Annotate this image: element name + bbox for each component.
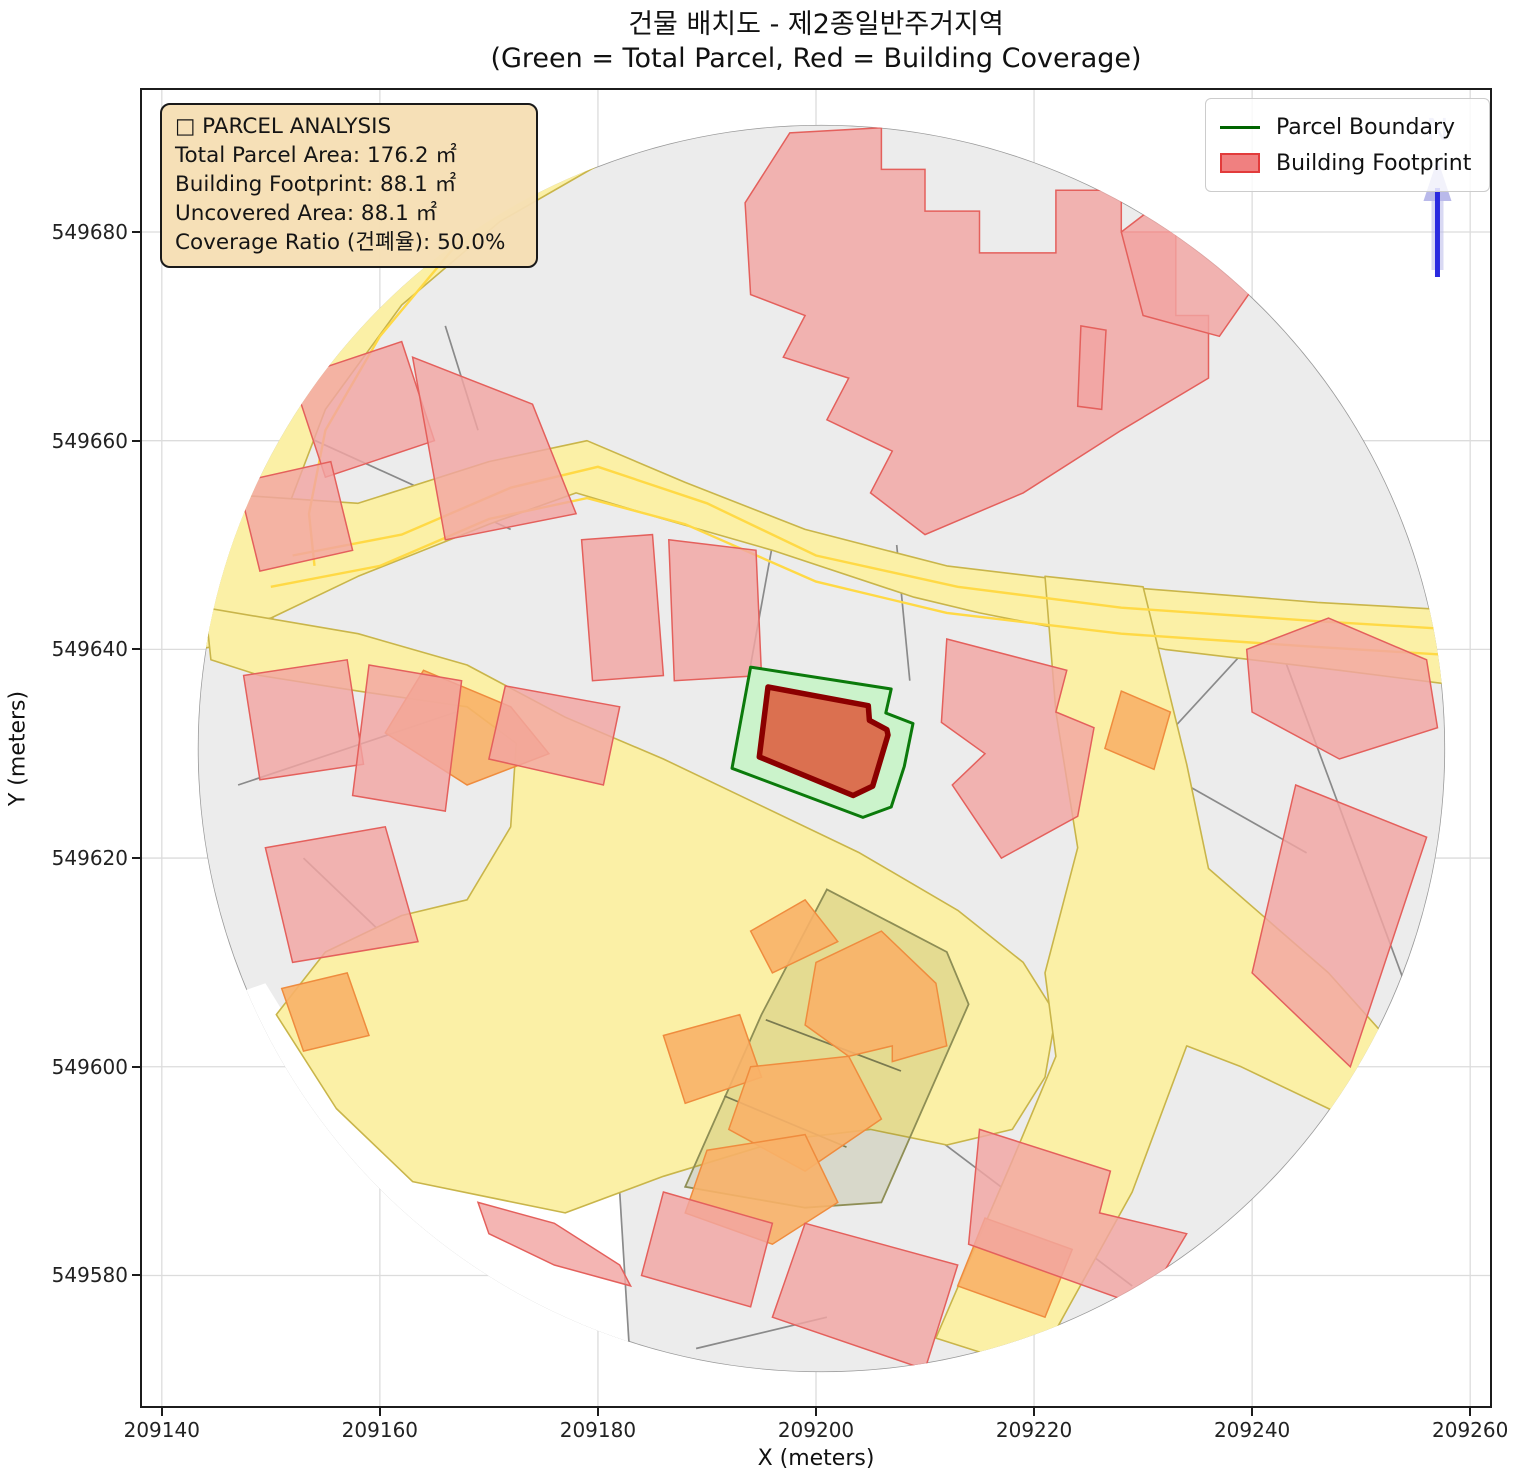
- y-tick-label: 549620: [51, 846, 128, 871]
- x-tick-label: 209160: [341, 1418, 419, 1442]
- x-tick-mark: [378, 1408, 381, 1416]
- x-tick-label: 209140: [123, 1418, 200, 1442]
- parcel-boundary-line-icon: [1220, 125, 1260, 129]
- info-box-line-1: Building Footprint: 88.1 ㎡: [175, 172, 457, 197]
- building-pink: [488, 685, 621, 786]
- info-box-title: □ PARCEL ANALYSIS: [175, 114, 392, 139]
- x-tick-mark: [1251, 1408, 1254, 1416]
- chart-subtitle: (Green = Total Parcel, Red = Building Co…: [490, 43, 1142, 74]
- y-tick-label: 549680: [51, 220, 128, 244]
- x-tick-label: 209220: [995, 1418, 1073, 1442]
- legend-item-0: Parcel Boundary: [1220, 109, 1475, 145]
- building-orange: [1103, 690, 1172, 771]
- y-axis-label: Y (meters): [5, 690, 31, 807]
- x-tick-mark: [815, 1408, 817, 1416]
- building-pink: [411, 356, 578, 541]
- info-box-line-2: Uncovered Area: 88.1 ㎡: [175, 201, 438, 226]
- title-block: 건물 배치도 - 제2종일반주거지역 (Green = Total Parcel…: [140, 8, 1492, 75]
- x-tick-mark: [1469, 1408, 1472, 1416]
- building-pink: [580, 533, 665, 682]
- y-tick-label: 549660: [51, 428, 128, 453]
- parcel-analysis-box: □ PARCEL ANALYSIS Total Parcel Area: 176…: [160, 103, 538, 268]
- building-pink: [967, 1128, 1188, 1308]
- building-pink: [476, 1201, 633, 1288]
- x-axis-label: X (meters): [757, 1446, 875, 1471]
- building-pink: [640, 1191, 774, 1308]
- y-tick-label: 549580: [51, 1263, 128, 1288]
- y-tick-mark: [132, 439, 140, 442]
- building-footprint-patch-icon: [1220, 153, 1260, 173]
- legend: Parcel Boundary Building Footprint: [1205, 98, 1490, 192]
- x-tick-label: 209260: [1432, 1418, 1509, 1442]
- building-orange: [804, 930, 948, 1063]
- y-tick-mark: [132, 231, 140, 233]
- legend-label: Building Footprint: [1276, 150, 1472, 176]
- x-tick-mark: [596, 1408, 599, 1416]
- building-pink: [264, 825, 419, 964]
- building-pink: [351, 664, 463, 812]
- building-pink: [1076, 325, 1107, 411]
- x-tick-mark: [1033, 1408, 1036, 1416]
- chart-title: 건물 배치도 - 제2종일반주거지역: [628, 9, 1004, 40]
- x-tick-label: 209240: [1213, 1418, 1291, 1442]
- building-pink: [1251, 783, 1428, 1069]
- y-tick-mark: [132, 1274, 140, 1277]
- x-tick-label: 209200: [777, 1418, 855, 1442]
- legend-label: Parcel Boundary: [1276, 114, 1456, 140]
- building-pink: [668, 538, 763, 682]
- info-box-line-3: Coverage Ratio (건폐율): 50.0%: [175, 230, 506, 255]
- y-tick-mark: [132, 648, 140, 651]
- y-tick-label: 549600: [51, 1054, 128, 1079]
- building-pink: [1245, 617, 1439, 760]
- building-pink: [940, 638, 1095, 860]
- y-tick-mark: [132, 1065, 140, 1068]
- building-pink: [242, 658, 365, 781]
- info-box-line-0: Total Parcel Area: 176.2 ㎡: [175, 143, 457, 168]
- x-tick-mark: [160, 1408, 163, 1416]
- map-layers: [197, 124, 1446, 1373]
- map-canvas: N: [140, 88, 1492, 1408]
- y-tick-mark: [132, 857, 140, 860]
- highlight-building-footprint: [756, 684, 891, 799]
- legend-item-1: Building Footprint: [1220, 145, 1475, 181]
- building-pink: [237, 460, 354, 572]
- plot-area: N: [140, 88, 1492, 1408]
- x-tick-label: 209180: [559, 1418, 637, 1442]
- building-orange: [749, 898, 839, 974]
- y-tick-label: 549640: [51, 637, 128, 662]
- building-orange: [280, 972, 370, 1052]
